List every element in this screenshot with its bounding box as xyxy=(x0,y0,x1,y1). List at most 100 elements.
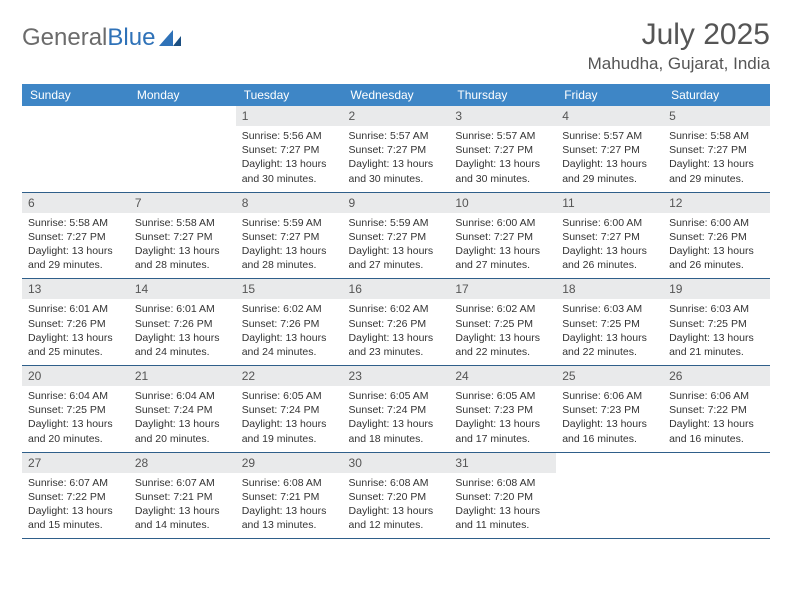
day-number: 16 xyxy=(343,279,450,299)
day-number: 12 xyxy=(663,193,770,213)
daylight-text: Daylight: 13 hours and 16 minutes. xyxy=(669,417,764,445)
daylight-text: Daylight: 13 hours and 11 minutes. xyxy=(455,504,550,532)
calendar-day-cell xyxy=(663,452,770,539)
sunset-text: Sunset: 7:27 PM xyxy=(28,230,123,244)
sunset-text: Sunset: 7:27 PM xyxy=(242,143,337,157)
sunset-text: Sunset: 7:27 PM xyxy=(455,230,550,244)
day-details: Sunrise: 6:07 AMSunset: 7:22 PMDaylight:… xyxy=(22,473,129,539)
calendar-day-cell: 31Sunrise: 6:08 AMSunset: 7:20 PMDayligh… xyxy=(449,452,556,539)
sunset-text: Sunset: 7:27 PM xyxy=(562,230,657,244)
daylight-text: Daylight: 13 hours and 21 minutes. xyxy=(669,331,764,359)
sunset-text: Sunset: 7:24 PM xyxy=(135,403,230,417)
sunrise-text: Sunrise: 6:08 AM xyxy=(242,476,337,490)
calendar-day-cell: 17Sunrise: 6:02 AMSunset: 7:25 PMDayligh… xyxy=(449,279,556,366)
sunrise-text: Sunrise: 6:03 AM xyxy=(562,302,657,316)
sunset-text: Sunset: 7:20 PM xyxy=(349,490,444,504)
daylight-text: Daylight: 13 hours and 14 minutes. xyxy=(135,504,230,532)
day-number: 10 xyxy=(449,193,556,213)
daylight-text: Daylight: 13 hours and 30 minutes. xyxy=(455,157,550,185)
day-details: Sunrise: 6:01 AMSunset: 7:26 PMDaylight:… xyxy=(22,299,129,365)
calendar-day-cell: 11Sunrise: 6:00 AMSunset: 7:27 PMDayligh… xyxy=(556,192,663,279)
sunrise-text: Sunrise: 6:08 AM xyxy=(455,476,550,490)
calendar-day-cell: 5Sunrise: 5:58 AMSunset: 7:27 PMDaylight… xyxy=(663,106,770,192)
weekday-header: Tuesday xyxy=(236,84,343,106)
day-number: 25 xyxy=(556,366,663,386)
calendar-day-cell: 12Sunrise: 6:00 AMSunset: 7:26 PMDayligh… xyxy=(663,192,770,279)
sunrise-text: Sunrise: 6:02 AM xyxy=(455,302,550,316)
day-details: Sunrise: 6:06 AMSunset: 7:22 PMDaylight:… xyxy=(663,386,770,452)
sunrise-text: Sunrise: 5:57 AM xyxy=(349,129,444,143)
day-details: Sunrise: 5:59 AMSunset: 7:27 PMDaylight:… xyxy=(236,213,343,279)
day-details: Sunrise: 6:02 AMSunset: 7:25 PMDaylight:… xyxy=(449,299,556,365)
day-number: 1 xyxy=(236,106,343,126)
brand-part2: Blue xyxy=(107,24,155,51)
sunset-text: Sunset: 7:25 PM xyxy=(455,317,550,331)
sunset-text: Sunset: 7:24 PM xyxy=(349,403,444,417)
calendar-week-row: 6Sunrise: 5:58 AMSunset: 7:27 PMDaylight… xyxy=(22,192,770,279)
day-details: Sunrise: 6:00 AMSunset: 7:27 PMDaylight:… xyxy=(556,213,663,279)
header: GeneralBlue July 2025 Mahudha, Gujarat, … xyxy=(22,18,770,74)
calendar-day-cell: 6Sunrise: 5:58 AMSunset: 7:27 PMDaylight… xyxy=(22,192,129,279)
day-number: 5 xyxy=(663,106,770,126)
sunset-text: Sunset: 7:22 PM xyxy=(28,490,123,504)
day-details: Sunrise: 6:06 AMSunset: 7:23 PMDaylight:… xyxy=(556,386,663,452)
day-details: Sunrise: 6:03 AMSunset: 7:25 PMDaylight:… xyxy=(663,299,770,365)
daylight-text: Daylight: 13 hours and 13 minutes. xyxy=(242,504,337,532)
calendar-day-cell: 20Sunrise: 6:04 AMSunset: 7:25 PMDayligh… xyxy=(22,366,129,453)
brand-text: GeneralBlue xyxy=(22,24,155,52)
calendar-day-cell: 30Sunrise: 6:08 AMSunset: 7:20 PMDayligh… xyxy=(343,452,450,539)
day-number: 11 xyxy=(556,193,663,213)
day-number: 19 xyxy=(663,279,770,299)
day-number-empty xyxy=(22,106,129,126)
daylight-text: Daylight: 13 hours and 27 minutes. xyxy=(455,244,550,272)
sunset-text: Sunset: 7:21 PM xyxy=(135,490,230,504)
sunset-text: Sunset: 7:27 PM xyxy=(242,230,337,244)
sunrise-text: Sunrise: 6:05 AM xyxy=(349,389,444,403)
sunrise-text: Sunrise: 5:59 AM xyxy=(349,216,444,230)
calendar-week-row: 27Sunrise: 6:07 AMSunset: 7:22 PMDayligh… xyxy=(22,452,770,539)
sunset-text: Sunset: 7:26 PM xyxy=(349,317,444,331)
weekday-header: Sunday xyxy=(22,84,129,106)
daylight-text: Daylight: 13 hours and 27 minutes. xyxy=(349,244,444,272)
sunset-text: Sunset: 7:26 PM xyxy=(242,317,337,331)
day-details: Sunrise: 6:07 AMSunset: 7:21 PMDaylight:… xyxy=(129,473,236,539)
calendar-day-cell: 26Sunrise: 6:06 AMSunset: 7:22 PMDayligh… xyxy=(663,366,770,453)
day-number: 21 xyxy=(129,366,236,386)
day-number: 14 xyxy=(129,279,236,299)
calendar-day-cell xyxy=(22,106,129,192)
sunrise-text: Sunrise: 6:07 AM xyxy=(135,476,230,490)
day-number: 26 xyxy=(663,366,770,386)
day-details: Sunrise: 6:08 AMSunset: 7:20 PMDaylight:… xyxy=(449,473,556,539)
day-number: 13 xyxy=(22,279,129,299)
sunrise-text: Sunrise: 6:01 AM xyxy=(28,302,123,316)
daylight-text: Daylight: 13 hours and 30 minutes. xyxy=(242,157,337,185)
sunrise-text: Sunrise: 6:03 AM xyxy=(669,302,764,316)
day-details: Sunrise: 6:00 AMSunset: 7:26 PMDaylight:… xyxy=(663,213,770,279)
sunset-text: Sunset: 7:22 PM xyxy=(669,403,764,417)
calendar-day-cell: 13Sunrise: 6:01 AMSunset: 7:26 PMDayligh… xyxy=(22,279,129,366)
calendar-day-cell: 18Sunrise: 6:03 AMSunset: 7:25 PMDayligh… xyxy=(556,279,663,366)
day-details: Sunrise: 6:05 AMSunset: 7:23 PMDaylight:… xyxy=(449,386,556,452)
daylight-text: Daylight: 13 hours and 28 minutes. xyxy=(242,244,337,272)
daylight-text: Daylight: 13 hours and 22 minutes. xyxy=(562,331,657,359)
day-number: 2 xyxy=(343,106,450,126)
sunrise-text: Sunrise: 5:58 AM xyxy=(135,216,230,230)
sunset-text: Sunset: 7:26 PM xyxy=(669,230,764,244)
weekday-header: Friday xyxy=(556,84,663,106)
sunrise-text: Sunrise: 5:58 AM xyxy=(28,216,123,230)
day-details: Sunrise: 5:58 AMSunset: 7:27 PMDaylight:… xyxy=(663,126,770,192)
sunset-text: Sunset: 7:25 PM xyxy=(28,403,123,417)
brand-logo: GeneralBlue xyxy=(22,18,181,52)
calendar-body: 1Sunrise: 5:56 AMSunset: 7:27 PMDaylight… xyxy=(22,106,770,539)
sunrise-text: Sunrise: 6:07 AM xyxy=(28,476,123,490)
daylight-text: Daylight: 13 hours and 29 minutes. xyxy=(669,157,764,185)
daylight-text: Daylight: 13 hours and 20 minutes. xyxy=(28,417,123,445)
sunset-text: Sunset: 7:24 PM xyxy=(242,403,337,417)
day-number: 4 xyxy=(556,106,663,126)
daylight-text: Daylight: 13 hours and 19 minutes. xyxy=(242,417,337,445)
day-number: 18 xyxy=(556,279,663,299)
sunrise-text: Sunrise: 6:05 AM xyxy=(242,389,337,403)
day-details: Sunrise: 6:08 AMSunset: 7:21 PMDaylight:… xyxy=(236,473,343,539)
daylight-text: Daylight: 13 hours and 18 minutes. xyxy=(349,417,444,445)
calendar-day-cell: 9Sunrise: 5:59 AMSunset: 7:27 PMDaylight… xyxy=(343,192,450,279)
